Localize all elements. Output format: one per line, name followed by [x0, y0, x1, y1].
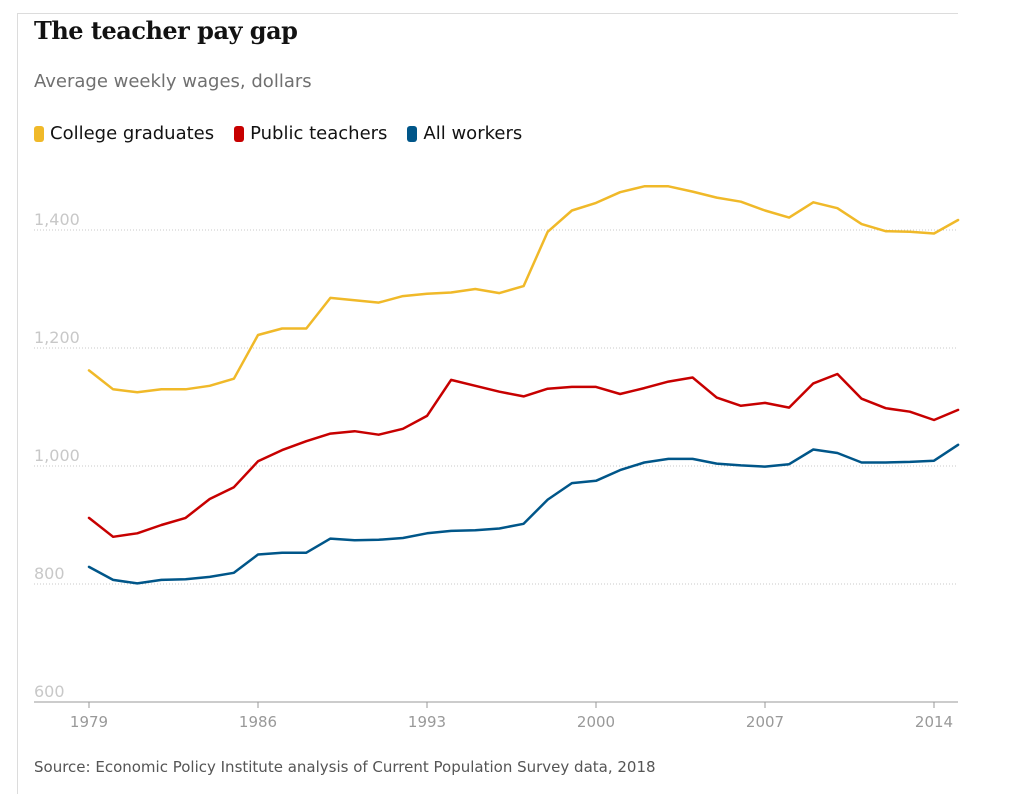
x-tick-label-2007: 2007: [746, 713, 784, 731]
legend-item-public-teachers: Public teachers: [234, 123, 387, 144]
x-tick-label-2000: 2000: [577, 713, 615, 731]
legend: College graduates Public teachers All wo…: [34, 123, 522, 144]
series-line-college-graduates: [87, 185, 960, 394]
source-note: Source: Economic Policy Institute analys…: [34, 758, 656, 776]
y-tick-label-1000: 1,000: [34, 446, 80, 465]
legend-item-all-workers: All workers: [407, 123, 522, 144]
x-tick-label-2014: 2014: [915, 713, 953, 731]
y-tick-label-800: 800: [34, 564, 65, 583]
y-tick-label-1400: 1,400: [34, 210, 80, 229]
legend-swatch-all-workers: [407, 125, 418, 142]
y-tick-label-1200: 1,200: [34, 328, 80, 347]
legend-swatch-college-graduates: [34, 125, 44, 142]
y-tick-labels: 600 800 1,000 1,200 1,400: [34, 210, 80, 701]
chart-subtitle: Average weekly wages, dollars: [34, 71, 312, 92]
legend-label-college-graduates: College graduates: [50, 123, 215, 144]
top-rule: [17, 13, 958, 14]
series-line-public-teachers: [87, 372, 960, 539]
y-tick-label-600: 600: [34, 682, 65, 701]
chart-title: The teacher pay gap: [34, 16, 298, 45]
legend-label-all-workers: All workers: [423, 123, 523, 144]
x-tick-label-1993: 1993: [408, 713, 446, 731]
x-axis: 1979 1986 1993 2000 2007 2014: [34, 701, 958, 731]
legend-item-college-graduates: College graduates: [34, 123, 214, 144]
legend-swatch-public-teachers: [234, 125, 245, 142]
y-gridlines: [34, 229, 958, 585]
series-lines: [87, 185, 960, 585]
x-tick-label-1986: 1986: [239, 713, 277, 731]
series-line-all-workers: [87, 443, 960, 585]
chart-frame: [17, 13, 959, 794]
x-tick-label-1979: 1979: [70, 713, 108, 731]
legend-label-public-teachers: Public teachers: [250, 123, 388, 144]
